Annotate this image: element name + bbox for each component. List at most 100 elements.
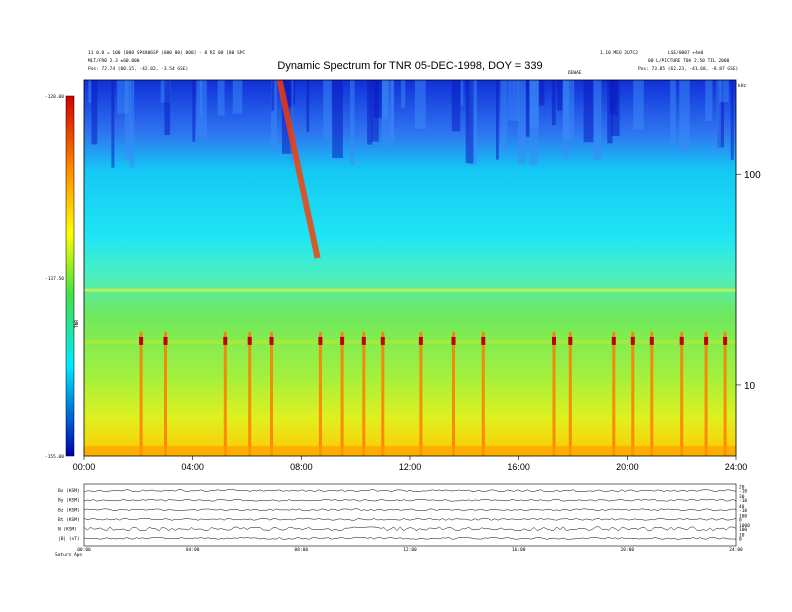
info-left-line3: Pos: 72.74 (00.15, -42.82, -3.54 GSE)	[88, 66, 188, 72]
series-line	[83, 526, 737, 532]
burst-core	[318, 336, 323, 345]
low-frequency-band	[84, 446, 736, 456]
series-label: N (KSM)	[58, 526, 77, 532]
burst	[362, 331, 366, 456]
timeseries-x-tick-label: 12:00	[403, 547, 417, 553]
burst	[164, 331, 167, 456]
spectrum-texture	[719, 80, 729, 103]
series-right-tick: -10	[739, 498, 747, 504]
spectrum-texture	[129, 80, 135, 168]
spectrogram-plot: 00:00 04:00 08:00 12:00 16:00 20:00 24:00 1001…	[73, 79, 761, 472]
spectrum-texture	[633, 80, 644, 130]
spectrum-texture	[730, 80, 734, 160]
burst	[419, 331, 423, 456]
timeseries-x-tick-label: 00:00	[77, 547, 91, 553]
spectrum-texture	[557, 80, 563, 111]
series-right-tick: 10	[739, 532, 745, 538]
y-axis-ticks: 100 10	[736, 170, 761, 392]
timeseries-x-tick-label: 08:00	[295, 547, 309, 553]
burst	[223, 331, 227, 456]
event-marker: DEWAE	[568, 70, 582, 76]
x-tick-label: 20:00	[616, 462, 639, 472]
spectrum-texture	[117, 80, 129, 114]
burst-core	[679, 336, 684, 345]
spectrum-texture	[400, 80, 406, 108]
spectrum-texture	[91, 80, 98, 145]
spectrum-texture	[289, 80, 292, 108]
colorbar	[65, 95, 75, 457]
colorbar-label: TNR	[74, 320, 80, 328]
series-right-tick: 1000	[739, 523, 750, 529]
series-right-tick: 0	[739, 536, 742, 542]
burst	[723, 331, 727, 456]
spectrum-texture	[382, 80, 389, 119]
burst-core	[269, 336, 274, 345]
spectrum-texture	[539, 80, 545, 106]
series-right-tick: 100	[739, 527, 747, 533]
series-line	[83, 518, 737, 521]
series-label: |B| (nT)	[58, 536, 80, 542]
series-right-tick: -10	[739, 489, 747, 495]
burst	[248, 331, 252, 456]
spectrogram-marks	[84, 79, 736, 456]
spectrogram-background	[84, 80, 736, 456]
spectrum-texture	[271, 80, 277, 151]
burst	[481, 331, 485, 456]
series-right-tick: -10	[739, 508, 747, 514]
series-label: Bx (KSM)	[58, 488, 80, 494]
burst	[680, 331, 684, 456]
timeseries-x-tick-label: 24:00	[729, 547, 743, 553]
burst-core	[163, 336, 168, 345]
timeseries-x-ticks: 00:00 04:00 08:00 12:00 16:00 20:00 24:00	[77, 547, 743, 553]
burst-core	[223, 336, 228, 345]
x-tick-label: 12:00	[399, 462, 422, 472]
spectrum-texture	[607, 80, 613, 144]
burst	[650, 331, 654, 456]
burst	[704, 331, 708, 456]
spectrum-texture	[323, 80, 332, 138]
spectrum-texture	[465, 80, 474, 164]
spectrum-texture	[716, 80, 721, 153]
x-tick-label: 04:00	[181, 462, 204, 472]
spectrum-texture	[332, 80, 343, 158]
spectrum-texture	[611, 80, 620, 136]
spectrum-texture	[507, 80, 519, 121]
burst	[568, 331, 572, 456]
spectrum-texture	[367, 80, 373, 145]
burst-core	[481, 336, 486, 345]
y-unit-label: kHz	[738, 83, 746, 89]
burst-core	[139, 336, 144, 345]
spectrum-texture	[500, 80, 508, 152]
burst	[318, 331, 322, 456]
burst-core	[611, 336, 616, 345]
drift-line	[276, 79, 321, 259]
burst-core	[247, 336, 252, 345]
burst-core	[723, 336, 728, 345]
x-tick-label: 08:00	[290, 462, 313, 472]
x-tick-label: 16:00	[507, 462, 530, 472]
spectrum-texture	[199, 80, 203, 117]
colorbar-tick-mid: -137.50	[45, 276, 64, 282]
series-line	[83, 489, 737, 492]
spectrum-texture	[451, 80, 461, 132]
spectrum-texture	[111, 80, 115, 168]
spectrum-texture	[705, 80, 713, 121]
spectrum-texture	[496, 80, 499, 160]
series-label: Bt (KSM)	[58, 517, 80, 523]
spectrum-texture	[217, 80, 225, 116]
spectrum-texture	[529, 80, 540, 128]
y-tick-label: 10	[744, 381, 756, 392]
spectrum-texture	[414, 80, 426, 129]
chart-title: Dynamic Spectrum for TNR 05-DEC-1998, DO…	[277, 60, 542, 72]
series-line	[83, 508, 737, 512]
spectrum-texture	[271, 80, 275, 111]
spectrum-texture	[192, 80, 196, 142]
series-right-tick: 0	[739, 517, 742, 523]
series-right-tick: 20	[739, 485, 745, 491]
spectrum-texture	[88, 80, 92, 103]
emission-line	[84, 288, 736, 292]
spectrum-texture	[670, 80, 676, 146]
